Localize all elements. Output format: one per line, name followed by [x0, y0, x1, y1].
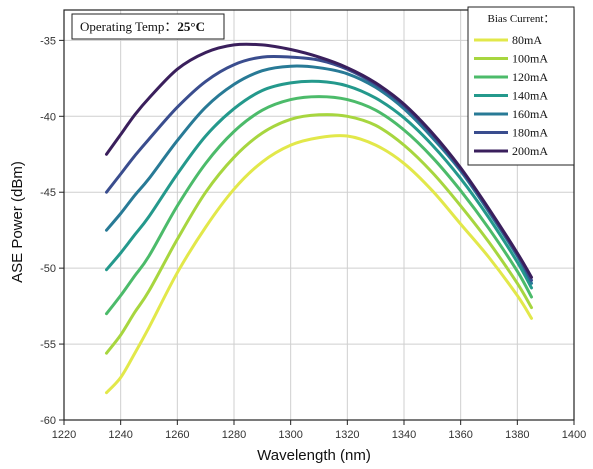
- x-tick-label: 1400: [562, 429, 586, 441]
- legend-label-100mA: 100mA: [512, 52, 548, 66]
- series-line-200mA: [105, 42, 533, 279]
- legend-label-120mA: 120mA: [512, 70, 548, 84]
- y-tick-label: -40: [40, 111, 56, 123]
- x-axis-title: Wavelength (nm): [257, 447, 371, 464]
- operating-temp-annotation: Operating Temp：25°C: [71, 13, 225, 40]
- x-tick-label: 1240: [108, 429, 132, 441]
- x-tick-label: 1320: [335, 429, 359, 441]
- x-tick-label: 1220: [52, 429, 76, 441]
- legend-items: 80mA 100mA 120mA 140mA 160mA 180mA 200mA: [474, 33, 548, 158]
- legend-label-140mA: 140mA: [512, 89, 548, 103]
- legend-label-180mA: 180mA: [512, 126, 548, 140]
- x-tick-label: 1280: [222, 429, 246, 441]
- operating-temp-value: 25°C: [177, 19, 205, 34]
- x-tick-label: 1260: [165, 429, 189, 441]
- x-tick-label: 1300: [278, 429, 302, 441]
- series-line-80mA: [105, 134, 533, 395]
- y-tick-labels: -35 -40 -45 -50 -55 -60: [40, 35, 56, 427]
- legend-label-200mA: 200mA: [512, 144, 548, 158]
- x-tick-label: 1360: [448, 429, 472, 441]
- x-tick-label: 1380: [505, 429, 529, 441]
- y-tick-label: -35: [40, 35, 56, 47]
- y-tick-label: -55: [40, 339, 56, 351]
- y-tick-label: -50: [40, 263, 56, 275]
- series-line-140mA: [105, 79, 533, 290]
- series-line-120mA: [105, 95, 533, 316]
- ticks: [59, 39, 575, 425]
- legend-label-160mA: 160mA: [512, 107, 548, 121]
- svg-text:Operating Temp：25°C: Operating Temp：25°C: [80, 19, 205, 34]
- y-tick-label: -60: [40, 415, 56, 427]
- legend-label-80mA: 80mA: [512, 33, 542, 47]
- y-tick-label: -45: [40, 187, 56, 199]
- legend: Bias Current： 80mA 100mA 120mA 140mA 160mA 18…: [467, 6, 575, 166]
- series-line-100mA: [105, 113, 533, 355]
- x-tick-labels: 1220 1240 1260 1280 1300 1320 1340 1360 1380 1400: [52, 429, 586, 441]
- plot-frame: [63, 9, 575, 421]
- legend-title: Bias Current：: [488, 13, 555, 25]
- x-tick-label: 1340: [392, 429, 416, 441]
- series-group: [105, 42, 533, 395]
- y-axis-title: ASE Power (dBm): [9, 161, 26, 283]
- operating-temp-label: Operating Temp：: [80, 19, 177, 34]
